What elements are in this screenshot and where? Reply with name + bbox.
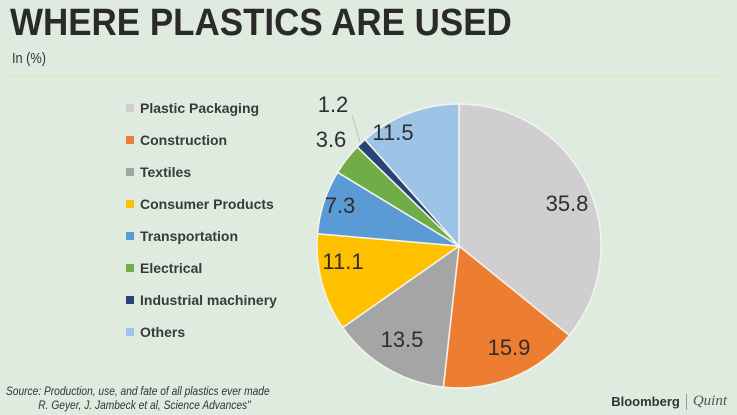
brand-name-2: Quint: [692, 393, 727, 409]
legend-swatch: [126, 136, 134, 144]
legend-swatch: [126, 232, 134, 240]
legend-label: Others: [140, 324, 186, 340]
legend-item: Electrical: [126, 252, 277, 284]
legend-swatch: [126, 200, 134, 208]
data-label: 1.2: [318, 92, 349, 117]
chart-subtitle: In (%): [12, 50, 47, 67]
legend-item: Others: [126, 316, 277, 348]
data-label: 3.6: [316, 127, 347, 152]
source-line-2: R. Geyer, J. Jambeck et al, Science Adva…: [38, 398, 251, 412]
legend-item: Transportation: [126, 220, 277, 252]
leader-line: [351, 114, 361, 143]
title-divider: [8, 75, 724, 77]
source-line-1: Source: Production, use, and fate of all…: [6, 384, 270, 398]
legend-swatch: [126, 328, 134, 336]
data-label: 11.5: [372, 120, 413, 145]
legend-swatch: [126, 296, 134, 304]
legend-label: Plastic Packaging: [140, 100, 260, 116]
legend-item: Industrial machinery: [126, 284, 277, 316]
data-label: 13.5: [381, 327, 424, 352]
legend-label: Construction: [140, 132, 228, 148]
pie-slice: [442, 244, 571, 389]
legend-label: Transportation: [140, 228, 239, 244]
pie-slice: [458, 103, 602, 337]
legend-label: Industrial machinery: [140, 292, 277, 308]
data-label: 7.3: [325, 193, 356, 218]
legend: Plastic Packaging Construction Textiles Con…: [126, 92, 277, 348]
pie-slice: [316, 232, 462, 329]
data-label: 35.8: [546, 191, 589, 216]
data-label: 15.9: [488, 335, 531, 360]
legend-swatch: [126, 104, 134, 112]
legend-item: Textiles: [126, 156, 277, 188]
legend-item: Construction: [126, 124, 277, 156]
legend-label: Textiles: [140, 164, 192, 180]
chart-title: WHERE PLASTICS ARE USED: [10, 2, 512, 44]
brand-name: Bloomberg: [611, 394, 680, 409]
brand-logo: Bloomberg Quint: [611, 393, 727, 410]
legend-item: Consumer Products: [126, 188, 277, 220]
data-label: 11.1: [322, 249, 363, 274]
pie-slice: [341, 244, 460, 388]
source-note: Source: Production, use, and fate of all…: [6, 384, 270, 412]
legend-label: Electrical: [140, 260, 203, 276]
legend-item: Plastic Packaging: [126, 92, 277, 124]
legend-swatch: [126, 168, 134, 176]
pie-slice: [363, 103, 460, 248]
legend-label: Consumer Products: [140, 196, 274, 212]
brand-separator: [685, 393, 687, 410]
legend-swatch: [126, 264, 134, 272]
